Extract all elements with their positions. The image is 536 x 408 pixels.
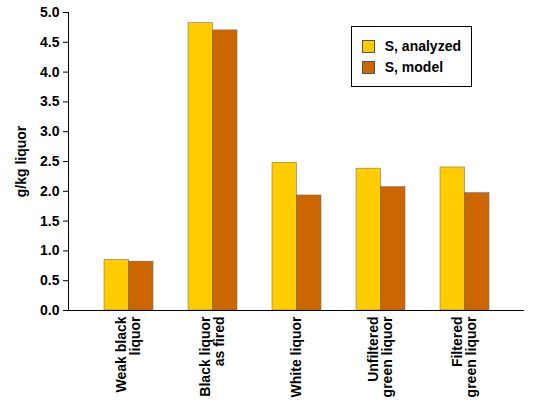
svg-text:1.0: 1.0 xyxy=(40,242,60,258)
svg-text:2.0: 2.0 xyxy=(40,183,60,199)
svg-text:4.0: 4.0 xyxy=(40,64,60,80)
svg-text:White liquor: White liquor xyxy=(288,316,304,397)
svg-text:0.5: 0.5 xyxy=(40,272,60,288)
svg-text:Filteredgreen liquor: Filteredgreen liquor xyxy=(449,316,479,397)
svg-text:1.5: 1.5 xyxy=(40,213,60,229)
svg-text:0.0: 0.0 xyxy=(40,302,60,318)
html-text:S, analyzed: S, analyzed xyxy=(384,38,461,54)
svg-text:3.5: 3.5 xyxy=(40,93,60,109)
svg-text:4.5: 4.5 xyxy=(40,34,60,50)
svg-text:5.0: 5.0 xyxy=(40,4,60,20)
svg-text:Black liquoras fired: Black liquoras fired xyxy=(197,316,227,397)
svg-text:3.0: 3.0 xyxy=(40,123,60,139)
svg-text:2.5: 2.5 xyxy=(40,153,60,169)
svg-text:g/kg liquor: g/kg liquor xyxy=(13,125,29,197)
html-text:S, model: S, model xyxy=(384,59,444,75)
svg-text:Unfilteredgreen liquor: Unfilteredgreen liquor xyxy=(365,316,395,397)
svg-text:Weak blackliquor: Weak blackliquor xyxy=(113,316,143,393)
